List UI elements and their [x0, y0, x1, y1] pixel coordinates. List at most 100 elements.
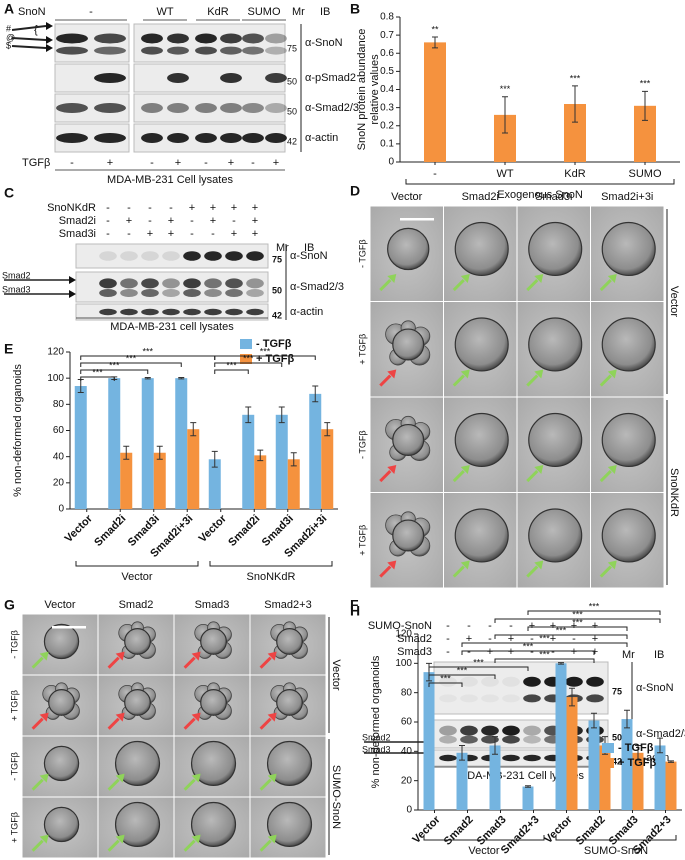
organoid [528, 221, 583, 277]
organoid [528, 412, 583, 468]
organoid-arrow-head [39, 773, 49, 783]
blot-band [246, 278, 264, 289]
blot-band [167, 73, 189, 83]
bar [489, 745, 501, 810]
significance-label: *** [109, 360, 120, 370]
side-label: SnoNKdR [668, 468, 680, 517]
blot-band [220, 46, 242, 55]
organoid-arrow-head [39, 651, 49, 661]
blot-band [220, 133, 242, 143]
blot-band [246, 308, 264, 316]
significance-label: *** [589, 601, 600, 611]
significance-label: *** [457, 665, 468, 675]
bar [564, 104, 586, 162]
y-tick-label: 0.6 [380, 48, 394, 59]
blot-band [141, 33, 163, 44]
bar [555, 663, 567, 810]
blot-band [56, 133, 88, 143]
column-header: Smad3 [195, 599, 230, 611]
column-header: Smad2i [462, 191, 499, 203]
blot-band [204, 251, 222, 261]
blot-band [141, 308, 159, 316]
mr-header: Mr [622, 649, 635, 661]
legend-swatch [240, 339, 252, 349]
column-header: Smad2 [119, 599, 154, 611]
organoid-arrow-head [387, 560, 397, 570]
organoid [124, 628, 151, 655]
error-bar [432, 36, 438, 49]
organoid [601, 508, 656, 563]
panel-letter: D [350, 183, 360, 199]
bar [621, 719, 633, 810]
lane-sign: - [204, 157, 208, 169]
lane-sign: - [148, 202, 152, 214]
organoid-arrow-head [267, 834, 277, 844]
error-bar [290, 452, 297, 467]
lane-sign: - [509, 620, 513, 632]
organoid-arrow [526, 374, 539, 387]
error-bar [144, 377, 151, 380]
column-header: Smad2+3 [264, 599, 311, 611]
group-label: SnoNKdR [247, 571, 296, 583]
y-tick-label: 0.7 [380, 30, 394, 41]
lane-sign: + [550, 633, 556, 645]
blot-band [502, 725, 520, 736]
organoid-arrow-head [191, 651, 201, 661]
lane-sign: - [530, 646, 534, 658]
blot-band [56, 103, 88, 113]
error-bar [657, 737, 663, 754]
bar [120, 452, 133, 509]
blot-band [99, 289, 117, 297]
blot-band [481, 725, 499, 736]
organoid-arrow [31, 778, 44, 791]
significance-bracket [494, 618, 661, 623]
group-bracket [423, 835, 545, 841]
organoid-arrow-head [387, 274, 397, 284]
bar [456, 752, 468, 810]
blot-band [246, 251, 264, 261]
error-bar [569, 687, 575, 707]
significance-bracket [428, 682, 463, 687]
ib-header: IB [304, 242, 314, 254]
mr-label: 42 [272, 310, 282, 320]
band-arrow [11, 37, 47, 41]
blot-band [460, 694, 478, 703]
significance-label: *** [473, 657, 484, 667]
organoid-arrow [107, 717, 120, 730]
bar [424, 42, 446, 162]
lane-sign: + [231, 228, 237, 240]
organoid-arrow [526, 565, 539, 578]
y-tick-label: 0.1 [380, 139, 394, 150]
blot-strip [433, 661, 609, 715]
error-bar [525, 785, 531, 788]
organoid [48, 689, 75, 716]
bar [141, 378, 154, 509]
ib-header: IB [654, 649, 664, 661]
ib-header: IB [320, 6, 330, 18]
organoid-arrow-head [607, 465, 617, 475]
blot-band [204, 278, 222, 289]
condition-label: Smad2i [59, 215, 96, 227]
blot-band [220, 103, 242, 113]
antibody-label: α-actin [290, 306, 323, 318]
group-bracket [209, 561, 333, 567]
lane-sign: + [252, 228, 258, 240]
bar [634, 105, 656, 162]
organoid-arrow-head [39, 712, 49, 722]
blot-band [460, 676, 478, 687]
blot-band [220, 33, 242, 44]
lane-sign: - [169, 202, 173, 214]
blot-band [94, 133, 126, 143]
x-tick-label: Smad2i [92, 513, 128, 549]
x-tick-label: Smad2i [226, 513, 262, 549]
error-bar [624, 709, 630, 729]
lane-group: SUMO [248, 6, 281, 18]
organoid [114, 801, 161, 848]
blot-band [265, 46, 287, 55]
column-header: Vector [391, 191, 423, 203]
side-label: SUMO-SnoN [330, 765, 342, 829]
organoid [392, 519, 425, 552]
y-tick-label: 80 [53, 399, 65, 410]
band-arrow [11, 45, 47, 49]
lane-sign: - [106, 202, 110, 214]
